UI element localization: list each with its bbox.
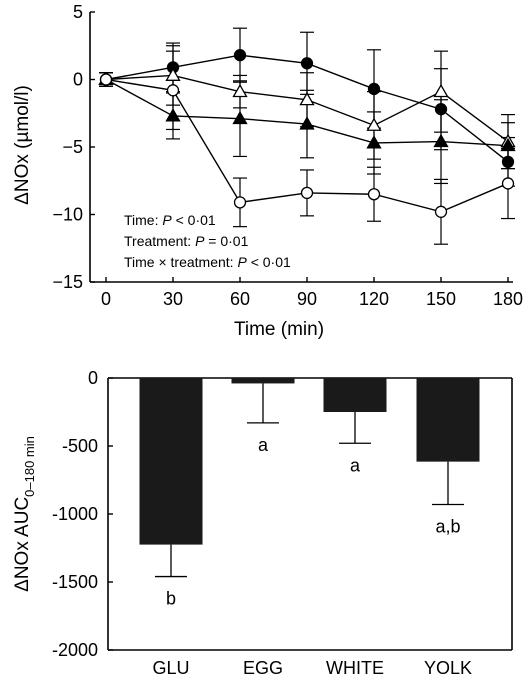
significance-label: a,b bbox=[435, 516, 460, 536]
bar bbox=[416, 378, 480, 462]
bar-group: a,b bbox=[416, 378, 480, 536]
line-x-tick-label: 0 bbox=[101, 289, 111, 309]
series-filled-circle-points bbox=[99, 49, 515, 169]
line-chart-y-ticks: 5 0 −5 −10 −15 bbox=[52, 2, 95, 292]
line-y-tick-label: −5 bbox=[62, 137, 83, 157]
line-chart-stats-annotation: Time: P < 0·01 Treatment: P = 0·01 Time × … bbox=[124, 212, 291, 270]
line-x-tick-label: 60 bbox=[230, 289, 250, 309]
data-point bbox=[165, 67, 181, 81]
category-label: EGG bbox=[243, 658, 283, 678]
stats-value: = 0·01 bbox=[204, 233, 248, 249]
line-x-tick-label: 30 bbox=[163, 289, 183, 309]
significance-label: a bbox=[258, 435, 269, 455]
line-y-tick-label: −15 bbox=[52, 272, 83, 292]
data-point bbox=[300, 186, 314, 200]
bar-y-tick-label: -2000 bbox=[52, 640, 98, 660]
stats-value: < 0·01 bbox=[172, 212, 216, 228]
bar-chart-y-axis-label: ΔNOx AUC0–180 min bbox=[12, 436, 37, 592]
category-label: YOLK bbox=[424, 658, 472, 678]
bar-y-tick-label: -1500 bbox=[52, 572, 98, 592]
data-point bbox=[299, 91, 315, 106]
data-point bbox=[166, 84, 180, 97]
data-point bbox=[434, 103, 448, 116]
data-point bbox=[500, 137, 516, 152]
stats-p: P bbox=[237, 254, 247, 270]
stats-value: < 0·01 bbox=[247, 254, 291, 270]
data-point bbox=[367, 82, 381, 96]
bar-chart-y-ticks: 0 -500 -1000 -1500 -2000 bbox=[52, 368, 113, 660]
data-point bbox=[366, 117, 382, 131]
line-x-tick-label: 180 bbox=[493, 289, 523, 309]
series-open-circle-points bbox=[99, 73, 515, 218]
line-y-tick-label: 0 bbox=[73, 70, 83, 90]
data-point bbox=[233, 49, 247, 62]
significance-label: b bbox=[166, 589, 176, 609]
significance-label: a bbox=[350, 455, 361, 475]
bar-y-tick-label: -500 bbox=[62, 436, 98, 456]
data-point bbox=[434, 205, 448, 218]
data-point bbox=[233, 196, 247, 209]
data-point bbox=[300, 57, 314, 70]
line-y-tick-label: −10 bbox=[52, 205, 83, 225]
line-chart: 5 0 −5 −10 −15 0 30 60 90 120 150 180 Time (min) Δ… bbox=[12, 2, 523, 340]
line-x-tick-label: 90 bbox=[297, 289, 317, 309]
stats-p: P bbox=[195, 233, 205, 249]
stats-label: Time × treatment: bbox=[124, 254, 237, 270]
category-label: WHITE bbox=[326, 658, 384, 678]
stats-label: Treatment: bbox=[124, 233, 195, 249]
line-chart-series bbox=[98, 27, 516, 245]
data-point bbox=[232, 110, 248, 125]
bar-group: b bbox=[139, 378, 203, 609]
stats-line: Time: P < 0·01 bbox=[124, 212, 216, 228]
data-point bbox=[366, 135, 382, 149]
line-x-tick-label: 150 bbox=[426, 289, 456, 309]
stats-p: P bbox=[162, 212, 172, 228]
line-x-tick-label: 120 bbox=[359, 289, 389, 309]
bar bbox=[139, 378, 203, 545]
data-point bbox=[501, 155, 515, 169]
bar-chart-bars: b a a a,b bbox=[139, 378, 480, 609]
category-label: GLU bbox=[152, 658, 189, 678]
bar-chart-y-axis-label-subscript: 0–180 min bbox=[22, 436, 37, 497]
data-point bbox=[299, 116, 315, 130]
line-chart-x-ticks: 0 30 60 90 120 150 180 bbox=[101, 277, 523, 309]
bar-group: a bbox=[231, 378, 295, 455]
bar bbox=[231, 378, 295, 384]
bar-chart: 0 -500 -1000 -1500 -2000 b a a a,b GLU EGG WHITE Y… bbox=[12, 368, 513, 678]
bar-chart-y-axis-label-main: ΔNOx AUC bbox=[12, 497, 33, 592]
bar-y-tick-label: -1000 bbox=[52, 504, 98, 524]
bar-group: a bbox=[323, 378, 387, 475]
data-point bbox=[433, 133, 449, 148]
bar-chart-category-labels: GLU EGG WHITE YOLK bbox=[152, 658, 472, 678]
data-point bbox=[367, 188, 381, 201]
bar bbox=[323, 378, 387, 412]
data-point bbox=[165, 108, 181, 122]
stats-line: Time × treatment: P < 0·01 bbox=[124, 254, 291, 270]
data-point bbox=[501, 177, 515, 190]
stats-label: Time: bbox=[124, 212, 162, 228]
line-chart-x-axis-label: Time (min) bbox=[234, 319, 324, 340]
data-point bbox=[232, 83, 248, 98]
bar-y-tick-label: 0 bbox=[88, 368, 98, 388]
line-chart-y-axis-label: ΔNOx (µmol/l) bbox=[12, 85, 33, 205]
stats-line: Treatment: P = 0·01 bbox=[124, 233, 249, 249]
line-y-tick-label: 5 bbox=[73, 2, 83, 22]
data-point bbox=[433, 83, 449, 98]
data-point bbox=[99, 73, 113, 86]
